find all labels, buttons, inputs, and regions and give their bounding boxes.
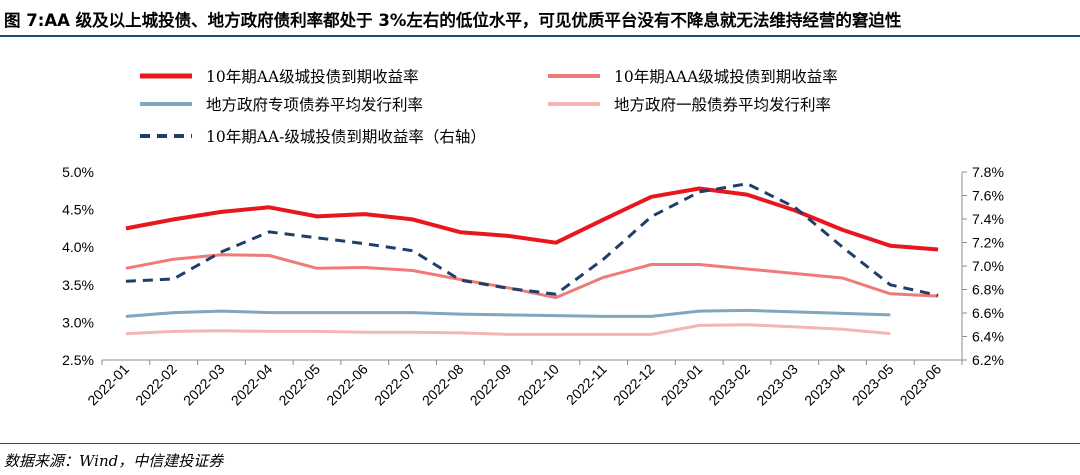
plot-area bbox=[125, 182, 939, 336]
x-tick-label: 2022-05 bbox=[275, 361, 323, 409]
y-right-tick-label: 6.8% bbox=[972, 282, 1004, 298]
y-right-tick-label: 7.8% bbox=[972, 164, 1004, 180]
y-left-tick-label: 2.5% bbox=[62, 352, 94, 368]
y-left-tick-label: 3.0% bbox=[62, 314, 94, 330]
x-tick-label: 2023-03 bbox=[753, 361, 801, 409]
x-tick-label: 2022-12 bbox=[610, 361, 658, 409]
y-right-tick-label: 7.2% bbox=[972, 235, 1004, 251]
source-note: 数据来源：Wind，中信建投证券 bbox=[4, 452, 224, 470]
legend-label-3: 地方政府专项债券平均发行利率 bbox=[206, 96, 423, 114]
x-tick-label: 2022-04 bbox=[228, 361, 276, 409]
chart-title: 图 7:AA 级及以上城投债、地方政府债利率都处于 3%左右的低位水平，可见优质… bbox=[4, 11, 902, 30]
y-right-tick-label: 7.0% bbox=[972, 258, 1004, 274]
x-tick-label: 2023-01 bbox=[658, 361, 706, 409]
axes: 2.5% 3.0% 3.5% 4.0% 4.5% 5.0% 6.2% 6.4% 6.6% 6.8%… bbox=[62, 164, 1004, 408]
y-right-tick-label: 6.6% bbox=[972, 305, 1004, 321]
title-divider bbox=[0, 35, 1080, 37]
y-right-tick-label: 6.4% bbox=[972, 329, 1004, 345]
x-tick-label: 2022-06 bbox=[323, 361, 371, 409]
x-tick-label: 2022-03 bbox=[180, 361, 228, 409]
legend-label-1: 10年期AA级城投债到期收益率 bbox=[206, 68, 419, 86]
x-tick-label: 2023-05 bbox=[849, 361, 897, 409]
x-tick-label: 2022-09 bbox=[467, 361, 515, 409]
y-left-tick-label: 4.0% bbox=[62, 239, 94, 255]
x-tick-label: 2022-07 bbox=[371, 361, 419, 409]
x-tick-label: 2023-04 bbox=[801, 361, 849, 409]
y-left-tick-label: 4.5% bbox=[62, 202, 94, 218]
legend: 10年期AA级城投债到期收益率 10年期AAA级城投债到期收益率地方政府专项债券平… bbox=[140, 68, 838, 146]
y-left-tick-label: 5.0% bbox=[62, 164, 94, 180]
line-chart: 10年期AA级城投债到期收益率 10年期AAA级城投债到期收益率地方政府专项债券平… bbox=[62, 68, 1004, 408]
x-tick-label: 2023-02 bbox=[705, 361, 753, 409]
source-divider bbox=[0, 443, 1080, 444]
x-tick-label: 2022-02 bbox=[132, 361, 180, 409]
y-right-tick-label: 7.4% bbox=[972, 211, 1004, 227]
x-tick-label: 2022-11 bbox=[563, 361, 610, 408]
y-left-tick-label: 3.5% bbox=[62, 277, 94, 293]
legend-label-4: 地方政府一般债券平均发行利率 bbox=[614, 96, 831, 114]
y-right-tick-label: 6.2% bbox=[972, 352, 1004, 368]
y-right-tick-label: 7.6% bbox=[972, 188, 1004, 204]
x-tick-label: 2022-08 bbox=[419, 361, 467, 409]
legend-label-2: 10年期AAA级城投债到期收益率 bbox=[614, 68, 838, 86]
series-line-3 bbox=[125, 308, 891, 318]
series-line-1 bbox=[125, 186, 939, 252]
series-line-5 bbox=[125, 182, 939, 297]
x-tick-label: 2022-10 bbox=[514, 361, 562, 409]
x-tick-label: 2023-06 bbox=[897, 361, 945, 409]
legend-label-5: 10年期AA-级城投债到期收益率（右轴） bbox=[206, 128, 486, 146]
series-line-4 bbox=[125, 323, 891, 336]
